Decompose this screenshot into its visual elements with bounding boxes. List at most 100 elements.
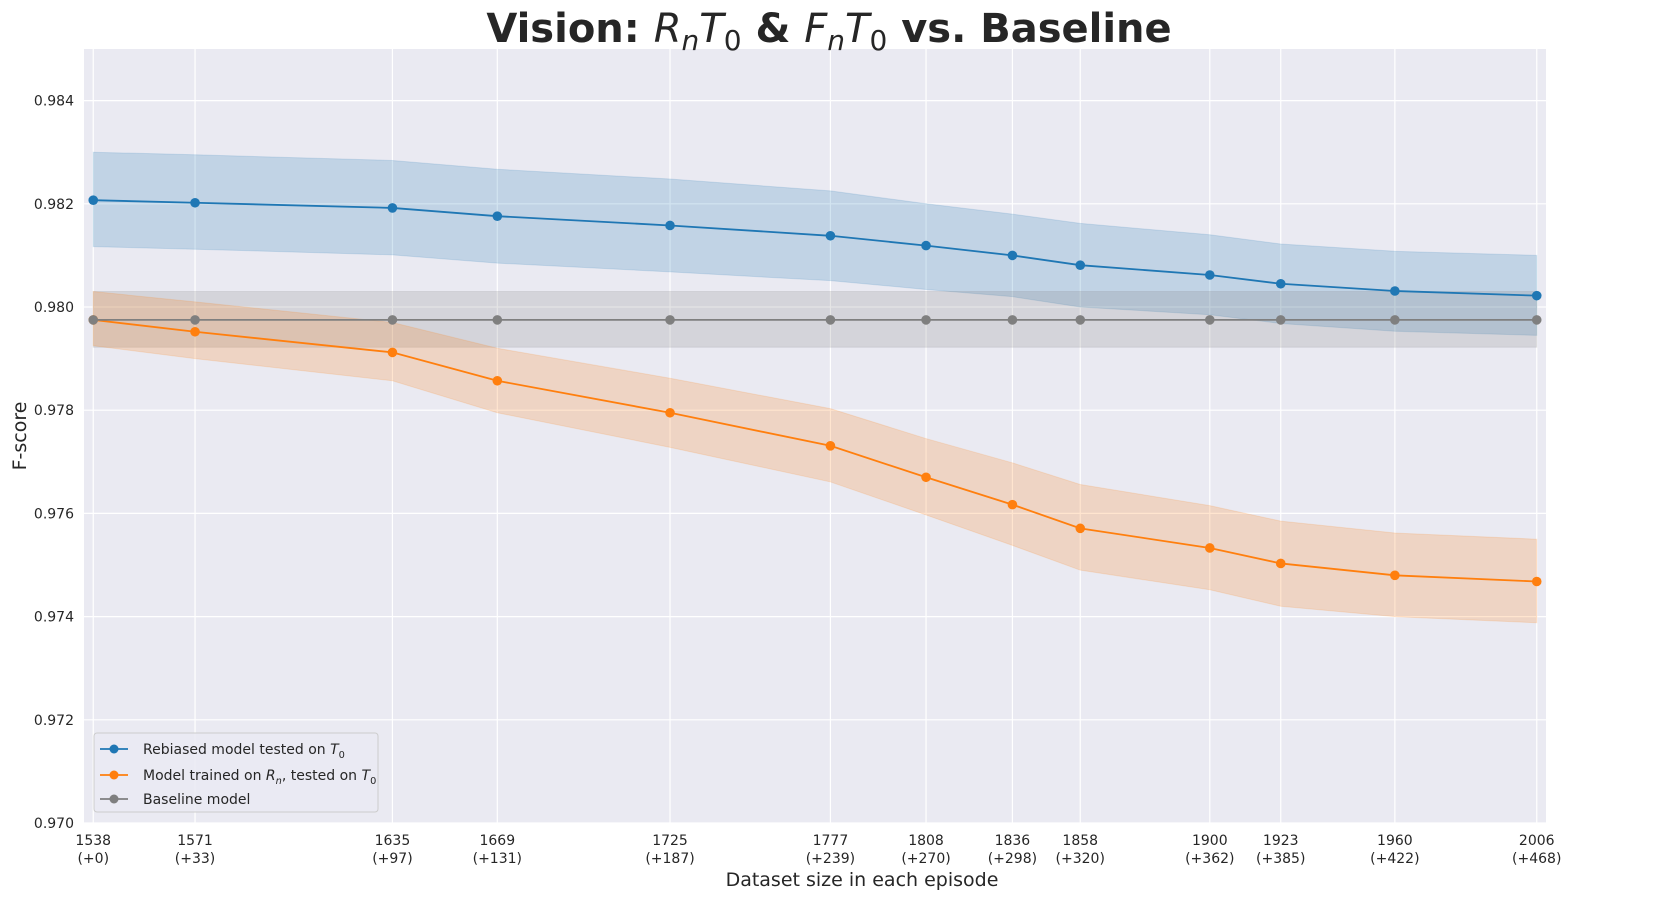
- point-series-2: [1531, 315, 1542, 325]
- legend: Rebiased model tested on T0 Model traine…: [93, 732, 379, 813]
- x-tick-label: 1669: [479, 833, 515, 849]
- x-tick-sublabel: (+362): [1185, 851, 1234, 867]
- point-series-1: [825, 441, 836, 451]
- legend-marker-baseline: [109, 794, 119, 804]
- legend-label-baseline: Baseline model: [143, 792, 250, 808]
- x-axis-label: Dataset size in each episode: [726, 869, 999, 891]
- y-tick-label: 0.970: [34, 816, 74, 832]
- x-tick-label: 1836: [995, 833, 1031, 849]
- point-series-2: [492, 315, 503, 325]
- x-tick-sublabel: (+0): [77, 851, 109, 867]
- grid: [84, 49, 1546, 824]
- x-tick-sublabel: (+270): [901, 851, 950, 867]
- band-series-1: [92, 290, 1538, 624]
- point-series-0: [190, 197, 200, 208]
- x-tick-label: 1808: [908, 833, 944, 849]
- x-tick-label: 1571: [177, 833, 213, 849]
- y-tick-label: 0.976: [34, 506, 74, 522]
- point-series-1: [190, 326, 200, 337]
- title-a-base: R: [654, 6, 682, 52]
- point-series-0: [825, 230, 836, 241]
- x-tick-sublabel: (+298): [988, 851, 1037, 867]
- x-tick-sublabel: (+131): [473, 851, 522, 867]
- point-series-1: [921, 472, 931, 483]
- legend-box: [93, 732, 379, 813]
- x-tick-label: 1900: [1192, 833, 1228, 849]
- legend-marker-rebiased: [109, 744, 119, 754]
- point-series-1: [1390, 570, 1400, 581]
- point-series-2: [921, 315, 931, 325]
- x-tick-sublabel: (+97): [372, 851, 412, 867]
- point-series-0: [1531, 290, 1542, 301]
- point-series-1: [387, 347, 398, 358]
- y-tick-label: 0.972: [34, 713, 74, 729]
- title-amp: &: [742, 6, 805, 52]
- chart-title: Vision: RnT0 & FnT0 vs. Baseline: [486, 6, 1171, 57]
- point-series-0: [387, 203, 398, 213]
- x-tick-sublabel: (+239): [806, 851, 855, 867]
- y-tick-label: 0.974: [34, 610, 74, 626]
- title-a-sub2: 0: [724, 24, 742, 57]
- point-series-0: [1205, 270, 1215, 280]
- point-series-1: [1275, 558, 1286, 569]
- point-series-1: [1531, 576, 1542, 587]
- point-series-0: [492, 211, 503, 221]
- x-tick-sublabel: (+385): [1256, 851, 1305, 867]
- x-tick-label: 1923: [1263, 833, 1299, 849]
- point-series-1: [665, 407, 675, 418]
- point-series-2: [1007, 315, 1018, 325]
- series-points: [88, 195, 1542, 587]
- y-axis-ticks: 0.970 0.972 0.974 0.976 0.978 0.980 0.982 0.984: [34, 94, 74, 832]
- point-series-1: [1075, 523, 1086, 534]
- point-series-1: [1205, 543, 1215, 553]
- x-tick-label: 1858: [1062, 833, 1098, 849]
- title-b-sub2: 0: [869, 24, 887, 57]
- point-series-0: [1007, 250, 1018, 261]
- point-series-1: [1007, 499, 1018, 510]
- x-tick-sublabel: (+33): [175, 851, 215, 867]
- x-tick-sublabel: (+468): [1512, 851, 1561, 867]
- point-series-0: [1390, 286, 1400, 296]
- point-series-0: [1075, 260, 1086, 271]
- legend-label-trained: Model trained on Rn, tested on T0: [143, 768, 376, 787]
- x-tick-sublabel: (+422): [1370, 851, 1419, 867]
- plot-background: [84, 49, 1546, 823]
- point-series-1: [492, 375, 503, 386]
- title-a-sub1: n: [682, 24, 700, 57]
- x-tick-label: 1538: [75, 833, 111, 849]
- x-tick-label: 1960: [1377, 833, 1413, 849]
- point-series-0: [1275, 278, 1286, 289]
- band-series-0: [92, 151, 1538, 336]
- x-axis-ticks: 1538 (+0) 1571 (+33) 1635 (+97) 1669 (+131) 1725…: [75, 833, 1561, 867]
- point-series-2: [190, 315, 200, 325]
- point-series-2: [1075, 315, 1086, 325]
- point-series-2: [665, 315, 675, 325]
- point-series-0: [665, 220, 675, 231]
- point-series-2: [825, 315, 836, 325]
- point-series-2: [88, 315, 99, 325]
- legend-label-rebiased: Rebiased model tested on T0: [143, 742, 345, 761]
- point-series-2: [387, 315, 398, 325]
- title-b-base: F: [804, 6, 828, 52]
- point-series-0: [88, 195, 99, 205]
- legend-marker-trained: [109, 770, 119, 780]
- title-b-base2: T: [845, 6, 873, 52]
- title-prefix: Vision:: [486, 6, 653, 52]
- x-tick-label: 1777: [813, 833, 849, 849]
- title-suffix: vs. Baseline: [887, 6, 1171, 52]
- y-tick-label: 0.978: [34, 403, 74, 419]
- x-tick-label: 2006: [1519, 833, 1555, 849]
- point-series-0: [921, 240, 931, 251]
- y-axis-label: F-score: [9, 402, 31, 471]
- y-tick-label: 0.984: [34, 94, 74, 110]
- x-tick-sublabel: (+187): [645, 851, 694, 867]
- x-tick-label: 1635: [375, 833, 411, 849]
- title-b-sub1: n: [827, 24, 845, 57]
- x-tick-label: 1725: [652, 833, 688, 849]
- x-tick-sublabel: (+320): [1056, 851, 1105, 867]
- title-a-base2: T: [699, 6, 727, 52]
- point-series-2: [1390, 315, 1400, 325]
- point-series-2: [1275, 315, 1286, 325]
- y-tick-label: 0.982: [34, 197, 74, 213]
